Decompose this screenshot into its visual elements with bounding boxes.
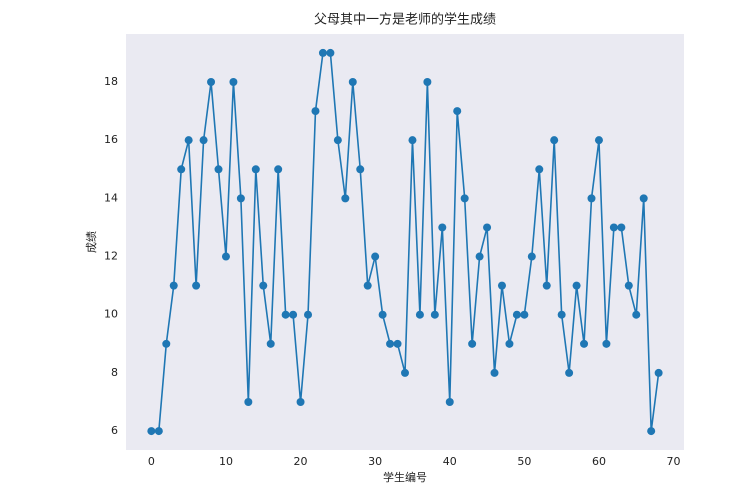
x-tick-label: 60 [592,455,606,468]
data-point [639,194,648,203]
data-point [333,136,342,145]
y-axis-label: 成绩 [85,231,98,253]
data-point [192,281,201,290]
data-point [647,427,656,436]
data-point [147,427,156,436]
x-tick-label: 50 [517,455,531,468]
data-point [609,223,618,232]
data-point [169,281,178,290]
data-point [520,310,529,319]
x-tick-label: 30 [368,455,382,468]
y-tick-label: 6 [111,424,118,437]
data-point [490,368,499,377]
data-point [654,368,663,377]
data-point [356,165,365,174]
x-tick-label: 20 [294,455,308,468]
data-point [445,398,454,406]
y-tick-label: 14 [104,191,118,204]
data-point [580,339,589,348]
data-point [527,252,536,261]
data-point [572,281,581,290]
y-tick-label: 16 [104,133,118,146]
data-point [587,194,596,203]
plot-area [126,34,684,450]
data-point [221,252,230,261]
x-tick-label: 10 [219,455,233,468]
data-point [318,48,327,57]
data-point [386,339,395,348]
data-point [453,107,462,116]
data-point [483,223,492,232]
data-point [251,165,260,174]
data-point [341,194,350,203]
data-point [177,165,186,174]
data-point [363,281,372,290]
data-point [430,310,439,319]
x-tick-label: 0 [148,455,155,468]
data-point [594,136,603,145]
data-point [617,223,626,232]
data-point [624,281,633,290]
data-point [304,310,313,319]
data-point [236,194,245,203]
data-point [281,310,290,319]
data-point [438,223,447,232]
data-point [274,165,283,174]
data-point [229,78,238,86]
data-point [602,339,611,348]
data-point [311,107,320,116]
data-point [214,165,223,174]
data-point [423,78,432,86]
data-point [632,310,641,319]
data-point [289,310,298,319]
data-point [408,136,417,145]
data-point [371,252,380,261]
data-point [162,339,171,348]
data-point [184,136,193,145]
data-point [460,194,469,203]
data-point [348,78,357,86]
x-tick-label: 70 [667,455,681,468]
data-point [415,310,424,319]
data-point [557,310,566,319]
data-point [296,398,305,406]
data-point [154,427,163,436]
x-axis-label: 学生编号 [383,470,427,484]
data-point [244,398,253,406]
data-point [468,339,477,348]
data-point [393,339,402,348]
data-point [535,165,544,174]
x-tick-label: 40 [443,455,457,468]
chart-title: 父母其中一方是老师的学生成绩 [314,12,496,28]
y-tick-label: 12 [104,250,118,263]
data-point [475,252,484,261]
data-point [266,339,275,348]
data-point [207,78,216,86]
data-point [199,136,208,145]
data-point [565,368,574,377]
y-tick-label: 8 [111,366,118,379]
data-point [542,281,551,290]
y-tick-label: 18 [104,75,118,88]
data-point [512,310,521,319]
data-point [550,136,559,145]
data-point [401,368,409,377]
data-point [497,281,506,290]
data-point [259,281,268,290]
data-point [378,310,387,319]
y-tick-label: 10 [104,308,118,321]
data-point [326,48,335,57]
data-point [505,339,514,348]
